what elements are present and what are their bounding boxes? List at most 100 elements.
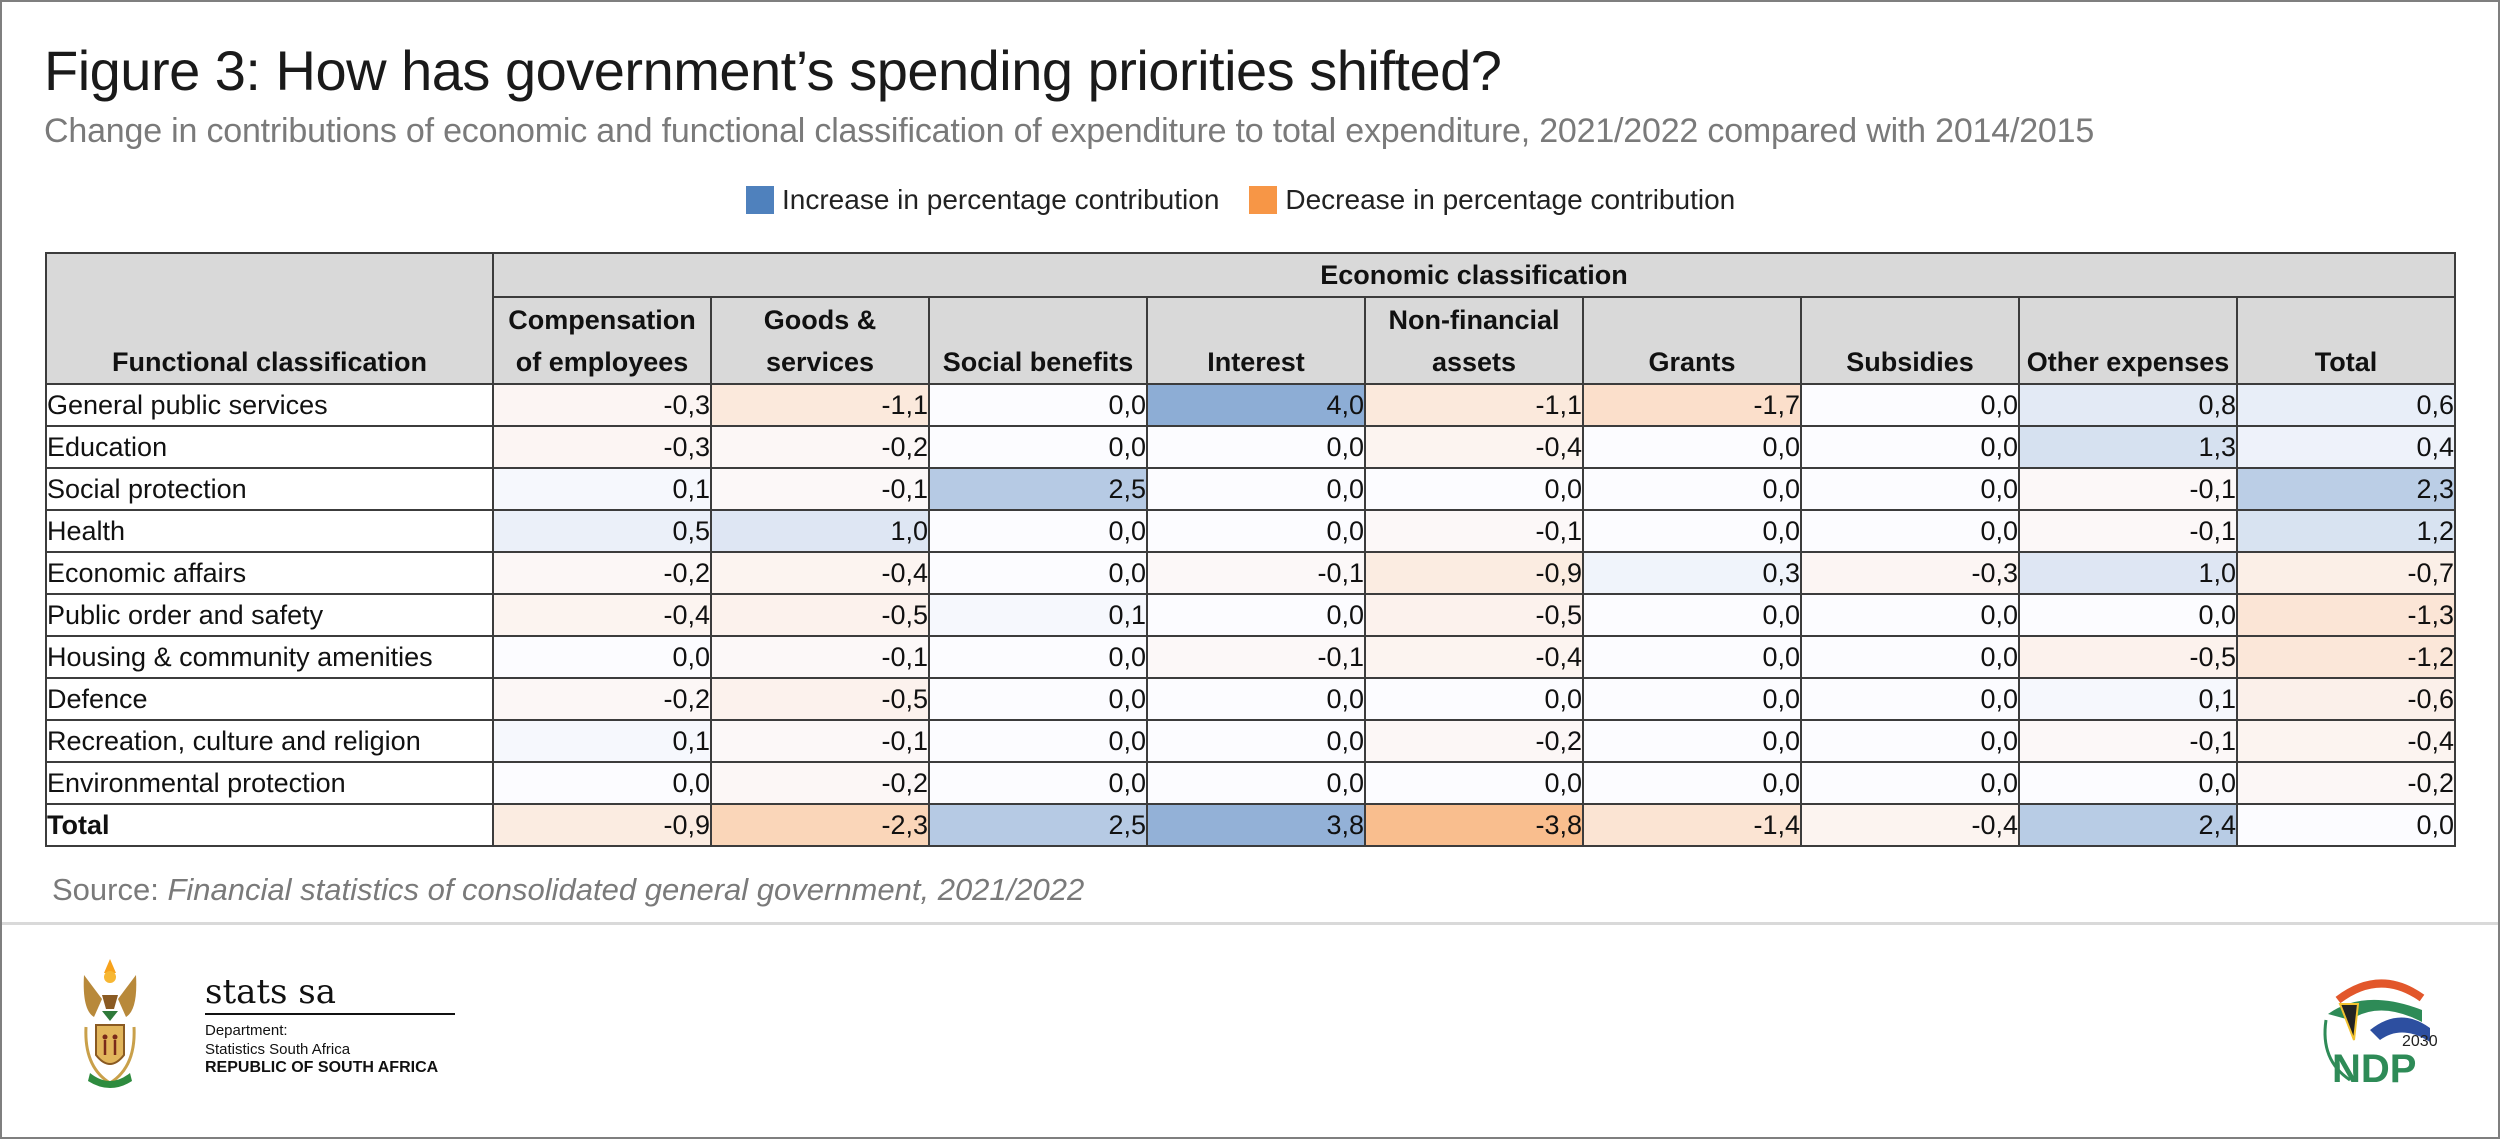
- heatmap-cell: 0,0: [1146, 509, 1366, 553]
- heatmap-cell: -0,3: [1800, 551, 2020, 595]
- column-header-line: Compensation: [508, 305, 696, 335]
- heatmap-cell: 0,0: [1582, 677, 1802, 721]
- heatmap-cell: -1,4: [1582, 803, 1802, 847]
- column-header-line: [1584, 299, 1800, 341]
- heatmap-cell: 4,0: [1146, 383, 1366, 427]
- heatmap-cell: 1,0: [710, 509, 930, 553]
- heatmap-cell: 2,4: [2018, 803, 2238, 847]
- heatmap-cell: 0,0: [1582, 719, 1802, 763]
- coat-of-arms-icon: [83, 959, 137, 1088]
- table-body: General public services -0,3 -1,1 0,0 4,0 -1,…: [45, 383, 2456, 847]
- column-header: Goods & services: [710, 296, 930, 385]
- legend-label-decrease: Decrease in percentage contribution: [1285, 184, 1736, 215]
- heatmap-cell: 0,5: [492, 509, 712, 553]
- heatmap-cell: -3,8: [1364, 803, 1584, 847]
- column-header-line: of employees: [515, 347, 689, 377]
- legend: Increase in percentage contribution Decr…: [746, 184, 1755, 216]
- legend-item-increase: Increase in percentage contribution: [746, 184, 1219, 216]
- heatmap-cell: -0,4: [2236, 719, 2456, 763]
- heatmap-cell: 0,0: [2236, 803, 2456, 847]
- row-label: Education: [45, 425, 494, 469]
- column-header-row: Compensation of employees Goods & services S…: [46, 296, 2456, 385]
- heatmap-cell: 0,0: [1800, 425, 2020, 469]
- column-header-line: Interest: [1207, 347, 1305, 377]
- heatmap-cell: 0,3: [1582, 551, 1802, 595]
- heatmap-cell: -0,9: [1364, 551, 1584, 595]
- stats-sa-line2: Statistics South Africa: [205, 1041, 351, 1058]
- heatmap-cell: 0,0: [1146, 719, 1366, 763]
- heatmap-cell: 0,0: [1582, 425, 1802, 469]
- table-row: Housing & community amenities 0,0 -0,1 0,0-…: [45, 635, 2456, 679]
- heatmap-cell: -0,5: [710, 677, 930, 721]
- row-label: Housing & community amenities: [45, 635, 494, 679]
- heatmap-cell: 0,0: [1146, 761, 1366, 805]
- column-header-line: Grants: [1648, 347, 1736, 377]
- heatmap-cell: -0,1: [710, 719, 930, 763]
- heatmap-table: Functional classification Economic class…: [45, 252, 2456, 847]
- ndp-arc-red: [2335, 979, 2425, 1004]
- heatmap-cell: 0,0: [1800, 509, 2020, 553]
- source-note: Source: Financial statistics of consolid…: [52, 872, 1084, 908]
- row-label: Environmental protection: [45, 761, 494, 805]
- row-label: Social protection: [45, 467, 494, 511]
- column-header-line: Goods &: [763, 305, 877, 335]
- heatmap-cell: -1,7: [1582, 383, 1802, 427]
- heatmap-cell: 0,0: [492, 761, 712, 805]
- legend-label-increase: Increase in percentage contribution: [782, 184, 1220, 215]
- heatmap-cell: 0,0: [1800, 467, 2020, 511]
- ndp-triangle: [2338, 1003, 2360, 1041]
- heatmap-cell: 0,0: [928, 509, 1148, 553]
- heatmap-cell: -0,1: [2018, 509, 2238, 553]
- heatmap-cell: -2,3: [710, 803, 930, 847]
- heatmap-cell: -1,3: [2236, 593, 2456, 637]
- heatmap-cell: 1,2: [2236, 509, 2456, 553]
- heatmap-cell: 0,0: [1364, 467, 1584, 511]
- column-header: Compensation of employees: [492, 296, 712, 385]
- legend-swatch-increase: [746, 186, 774, 214]
- stats-sa-name: stats sa: [205, 972, 337, 1012]
- heatmap-cell: -1,2: [2236, 635, 2456, 679]
- stats-sa-logo: stats sa Department: Statistics South Af…: [70, 945, 480, 1095]
- heatmap-cell: -0,2: [492, 551, 712, 595]
- row-label: Recreation, culture and religion: [45, 719, 494, 763]
- heatmap-cell: 0,0: [1364, 677, 1584, 721]
- column-header-line: Total: [2314, 347, 2378, 377]
- heatmap-cell: -0,4: [1800, 803, 2020, 847]
- source-text: Financial statistics of consolidated gen…: [167, 872, 1085, 907]
- column-header-line: [2238, 299, 2454, 341]
- heatmap-cell: 2,5: [928, 467, 1148, 511]
- column-header-line: assets: [1431, 347, 1517, 377]
- ndp-band-blue: [2370, 1017, 2430, 1042]
- table-row: Environmental protection 0,0 -0,2 0,0 0,0 0,0…: [45, 761, 2456, 805]
- footer-divider: [2, 922, 2498, 925]
- heatmap-cell: -0,1: [1146, 551, 1366, 595]
- heatmap-cell: 0,0: [928, 383, 1148, 427]
- heatmap-cell: 0,6: [2236, 383, 2456, 427]
- heatmap-cell: -0,2: [1364, 719, 1584, 763]
- heatmap-cell: -0,9: [492, 803, 712, 847]
- heatmap-cell: -0,2: [710, 425, 930, 469]
- heatmap-cell: 0,0: [1146, 677, 1366, 721]
- source-prefix: Source:: [52, 872, 168, 907]
- stats-sa-line3: REPUBLIC OF SOUTH AFRICA: [205, 1059, 439, 1076]
- heatmap-cell: 0,0: [928, 635, 1148, 679]
- column-header: Grants: [1582, 296, 1802, 385]
- heatmap-cell: 0,0: [1146, 593, 1366, 637]
- heatmap-cell: 0,4: [2236, 425, 2456, 469]
- heatmap-cell: -0,1: [2018, 467, 2238, 511]
- heatmap-cell: 0,0: [1364, 761, 1584, 805]
- heatmap-cell: 0,0: [1146, 467, 1366, 511]
- heatmap-cell: 0,0: [1582, 467, 1802, 511]
- column-header: Other expenses: [2018, 296, 2238, 385]
- column-header: Total: [2236, 296, 2456, 385]
- table-row: Economic affairs -0,2 -0,4 0,0 -0,1 -0,9 0,3 -0…: [45, 551, 2456, 595]
- heatmap-cell: 0,0: [928, 719, 1148, 763]
- column-header-line: [930, 299, 1146, 341]
- heatmap-cell: 2,3: [2236, 467, 2456, 511]
- heatmap-cell: 3,8: [1146, 803, 1366, 847]
- heatmap-cell: 0,0: [1582, 509, 1802, 553]
- heatmap-cell: -0,1: [710, 467, 930, 511]
- column-header: Subsidies: [1800, 296, 2020, 385]
- ndp-ring: [2323, 1019, 2351, 1082]
